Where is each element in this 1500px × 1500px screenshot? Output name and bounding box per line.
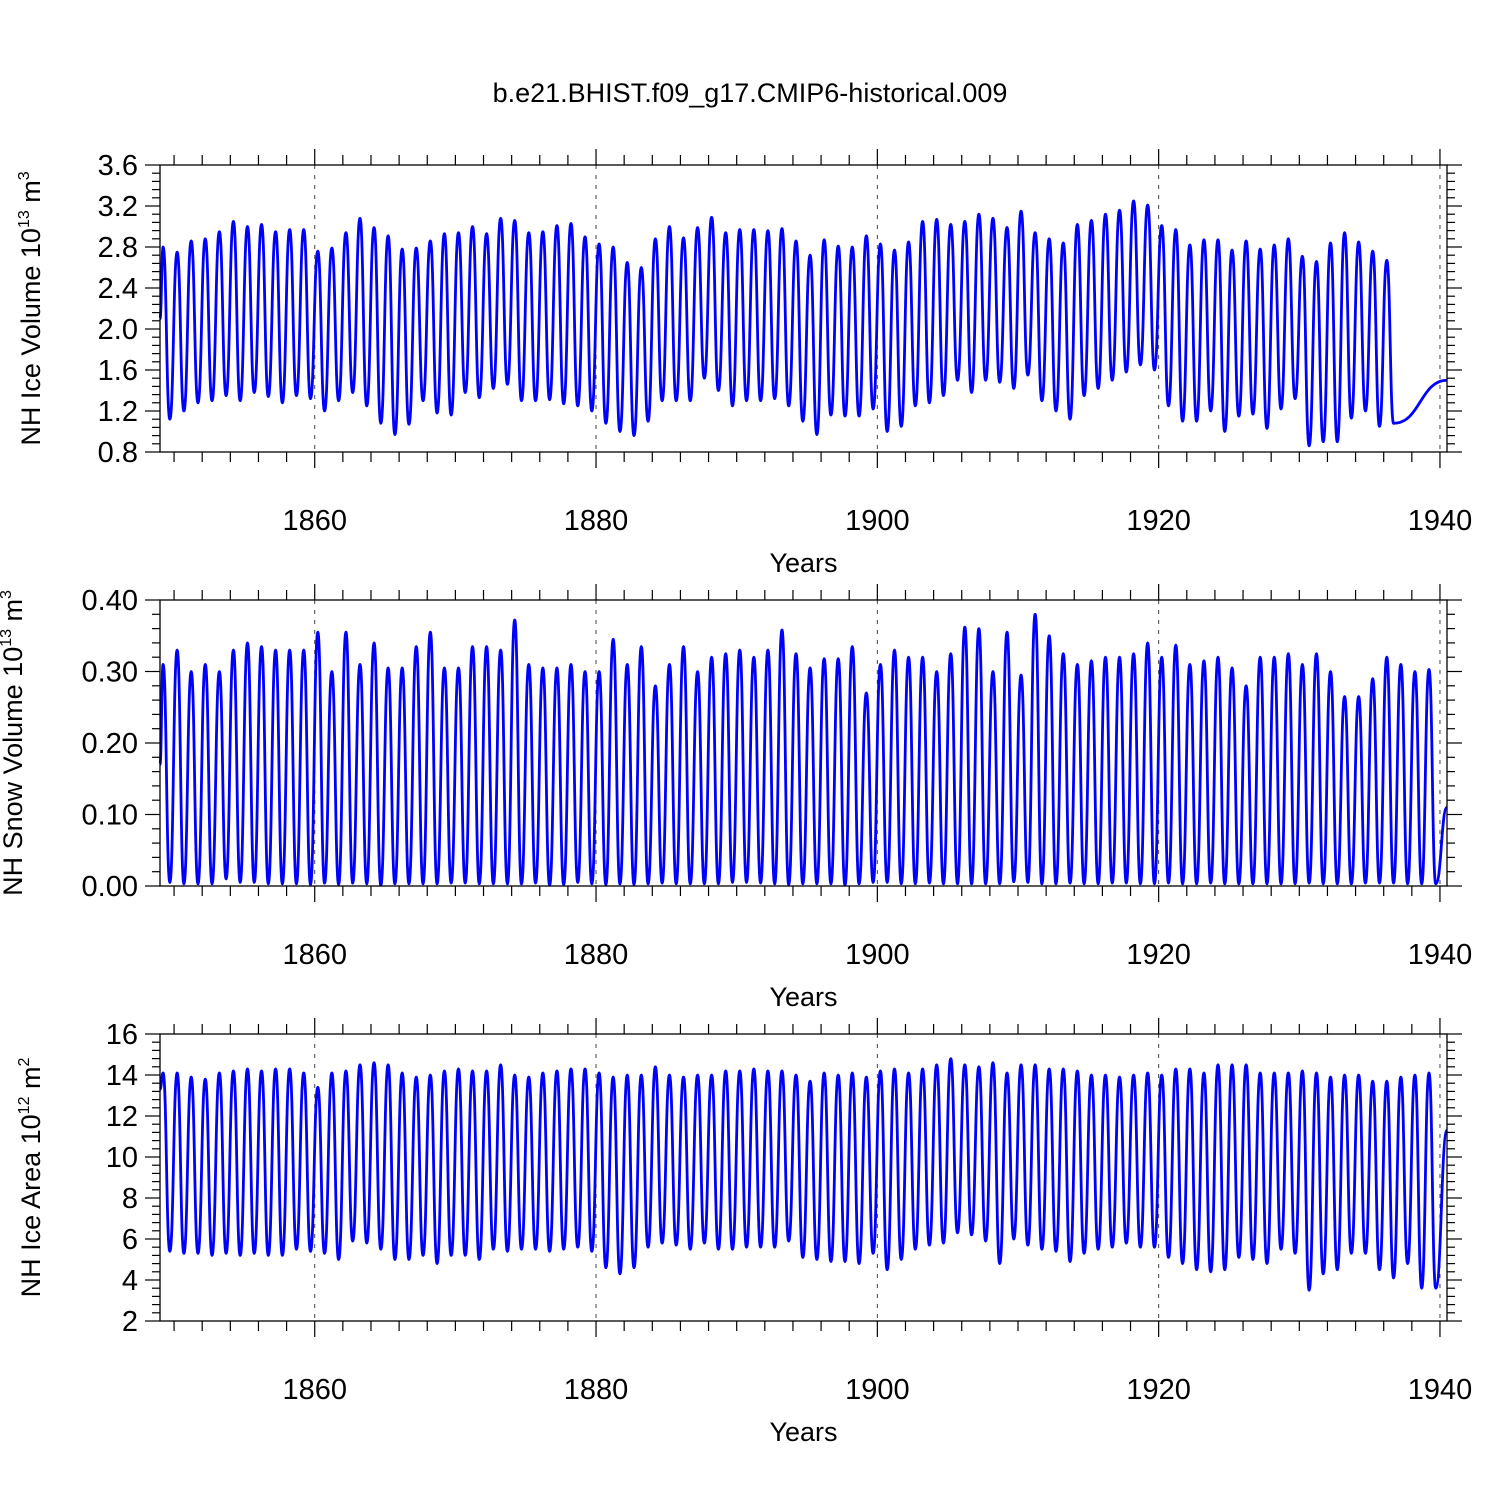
y-axis-label-unit: m (16, 180, 46, 210)
plot-frame (159, 164, 1448, 453)
series-line-nh-ice-area (158, 1057, 1449, 1292)
series-line-nh-snow-volume (158, 612, 1449, 887)
x-tick-label-1880: 1880 (564, 505, 629, 537)
x-tick-label-1860: 1860 (282, 505, 347, 537)
y-axis-label: NH Ice Area 1012 m2 (16, 1058, 46, 1298)
x-tick-label-1920: 1920 (1126, 1374, 1191, 1406)
y-tick-label: 12 (106, 1101, 138, 1133)
y-axis-label-unit: m (0, 599, 28, 629)
y-tick-label: 14 (106, 1060, 138, 1092)
y-tick-label: 0.00 (82, 871, 138, 903)
y-axis-label-unit: m (16, 1067, 46, 1097)
y-tick-label: 0.20 (82, 728, 138, 760)
x-axis-label: Years (769, 548, 837, 578)
x-tick-label-1920: 1920 (1126, 505, 1191, 537)
x-tick-label-1940: 1940 (1408, 1374, 1473, 1406)
x-tick-label-1860: 1860 (282, 939, 347, 971)
y-axis-label-unit-exponent: 2 (16, 1058, 33, 1067)
y-tick-label: 0.10 (82, 800, 138, 832)
y-tick-label: 0.40 (82, 585, 138, 617)
figure-title: b.e21.BHIST.f09_g17.CMIP6-historical.009 (493, 78, 1008, 108)
y-tick-label: 3.6 (98, 150, 138, 182)
panel-nh-snow-volume: 1860 1880 1900 1920 1940 0.00 0.10 0.20 0.30 0.40… (0, 584, 1472, 1012)
y-tick-label: 1.6 (98, 355, 138, 387)
y-tick-label: 10 (106, 1142, 138, 1174)
y-axis-label: NH Ice Volume 1013 m3 (16, 171, 46, 445)
y-tick-label: 1.2 (98, 396, 138, 428)
y-tick-label: 8 (122, 1183, 138, 1215)
plot-frame (159, 1033, 1448, 1322)
panel-nh-ice-volume: 1860 1880 1900 1920 1940 0.8 1.2 1.6 2.0 2.4 2.8 3.… (16, 149, 1472, 578)
x-tick-label-1880: 1880 (564, 1374, 629, 1406)
x-tick-label-1920: 1920 (1126, 939, 1191, 971)
x-tick-label-1900: 1900 (845, 939, 910, 971)
x-tick-label-1860: 1860 (282, 1374, 347, 1406)
y-tick-label: 3.2 (98, 191, 138, 223)
panels: 1860 1880 1900 1920 1940 0.8 1.2 1.6 2.0 2.4 2.8 3.… (0, 149, 1472, 1447)
y-axis-label-exponent: 13 (0, 629, 15, 647)
y-tick-label: 2 (122, 1306, 138, 1338)
y-axis-label: NH Snow Volume 1013 m3 (0, 590, 28, 896)
y-axis-label-exponent: 13 (16, 210, 33, 228)
y-axis-label-text: NH Ice Volume 10 (16, 228, 46, 446)
y-tick-label: 2.8 (98, 232, 138, 264)
y-axis-label-text: NH Snow Volume 10 (0, 647, 28, 896)
x-tick-label-1900: 1900 (845, 1374, 910, 1406)
y-tick-label: 0.30 (82, 657, 138, 689)
y-tick-label: 2.4 (98, 273, 138, 305)
y-tick-label: 6 (122, 1224, 138, 1256)
y-tick-label: 2.0 (98, 314, 138, 346)
y-axis-label-text: NH Ice Area 10 (16, 1114, 46, 1297)
y-tick-label: 16 (106, 1019, 138, 1051)
panel-nh-ice-area: 1860 1880 1900 1920 1940 2 4 6 8 10 12 14 16 Years NH … (16, 1018, 1472, 1447)
x-axis-label: Years (769, 982, 837, 1012)
y-axis-label-unit-exponent: 3 (16, 171, 33, 180)
series-line-nh-ice-volume (158, 199, 1448, 448)
x-tick-label-1880: 1880 (564, 939, 629, 971)
y-axis-label-unit-exponent: 3 (0, 590, 15, 599)
y-axis-label-exponent: 12 (16, 1096, 33, 1114)
x-tick-label-1940: 1940 (1408, 505, 1473, 537)
y-tick-label: 4 (122, 1265, 138, 1297)
y-tick-label: 0.8 (98, 437, 138, 469)
x-axis-label: Years (769, 1417, 837, 1447)
x-tick-label-1900: 1900 (845, 505, 910, 537)
x-tick-label-1940: 1940 (1408, 939, 1473, 971)
